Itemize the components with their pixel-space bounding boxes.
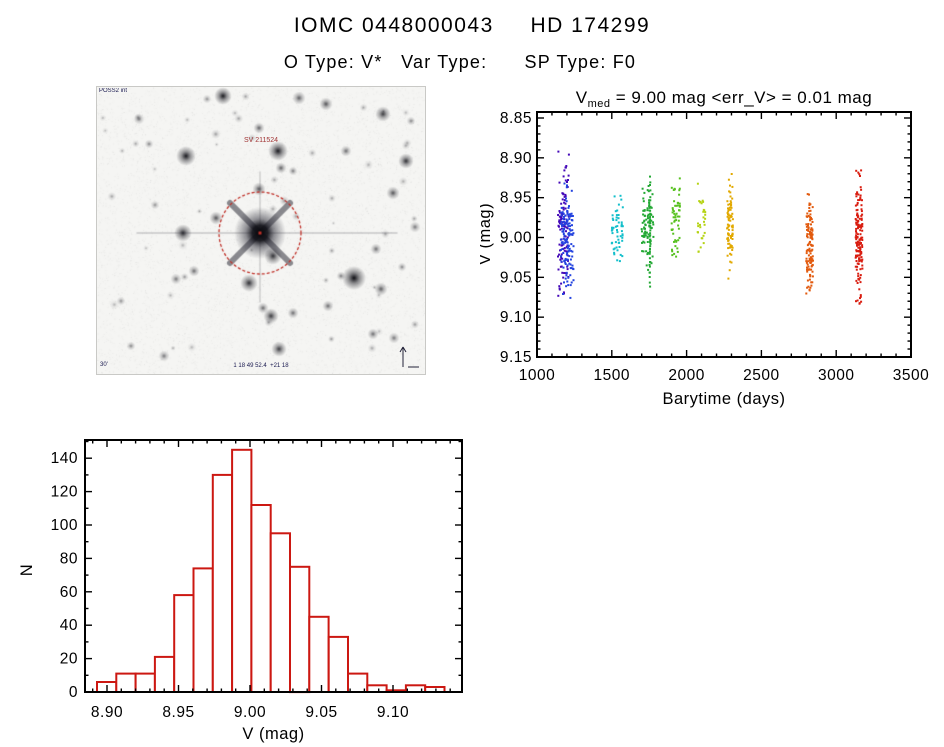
y-tick-label: 100: [51, 517, 78, 534]
series-epoch-7-orange: [805, 193, 814, 295]
series-epoch-5-yellow-green: [696, 182, 707, 253]
y-tick-label: 20: [60, 651, 78, 668]
y-axis-title: N: [20, 564, 36, 576]
histogram-bar: [211, 473, 234, 694]
x-tick-label: 3000: [818, 367, 854, 384]
x-tick-label: 1000: [519, 367, 555, 384]
y-tick-label: 9.15: [500, 349, 532, 366]
histogram-bar: [269, 532, 291, 693]
axis-labels: 8.90 8.95 9.00 9.05 9.10 0 20 40 60 80 100 120 140 V …: [20, 450, 409, 743]
x-tick-label: 9.05: [305, 704, 337, 721]
y-tick-label: 9.05: [500, 269, 532, 286]
histogram-bar: [404, 684, 427, 694]
axis-ticks: [85, 440, 462, 693]
histogram-bar: [134, 672, 156, 694]
histogram-bar: [115, 672, 137, 694]
plot-title: Vmed = 9.00 mag <err_V> = 0.01 mag: [576, 88, 872, 110]
y-tick-label: 120: [51, 484, 78, 501]
histogram-plot: 8.90 8.95 9.00 9.05 9.10 0 20 40 60 80 100 120 140 V …: [20, 439, 463, 743]
x-tick-label: 1500: [594, 367, 630, 384]
y-tick-label: 8.90: [500, 150, 532, 167]
x-tick-label: 8.90: [91, 704, 123, 721]
histogram-bar: [153, 655, 176, 693]
x-tick-label: 2000: [668, 367, 704, 384]
page-title: IOMC 0448000043 HD 174299: [293, 14, 651, 37]
survey-label: POSS2 int: [99, 88, 128, 94]
target-id-label: SV 211524: [243, 137, 279, 144]
finder-chart: POSS2 int SV 211524 1 18 49 52.4 +21 18 …: [96, 86, 426, 375]
axis-ticks: [536, 112, 912, 358]
series-epoch-1-blue: [559, 182, 575, 299]
y-tick-label: 140: [51, 450, 78, 467]
y-tick-label: 0: [69, 684, 78, 701]
data-points: [557, 150, 864, 305]
histogram-bar: [250, 504, 272, 693]
light-curve-plot: 1000 1500 2000 2500 3000 3500 8.85 8.90 8.95 9.00…: [480, 88, 929, 408]
y-tick-label: 9.00: [500, 230, 532, 247]
x-tick-label: 2500: [743, 367, 779, 384]
histogram-bar: [327, 635, 350, 693]
series-epoch-3-green-line: [648, 175, 652, 288]
series-epoch-4-light-green: [670, 177, 681, 258]
x-tick-label: 9.00: [234, 704, 266, 721]
y-tick-label: 40: [60, 617, 78, 634]
plot-frame: [84, 439, 463, 693]
series-epoch-8-red: [854, 169, 864, 305]
y-tick-label: 80: [60, 550, 78, 567]
y-tick-label: 8.95: [500, 190, 532, 207]
histogram-bar: [192, 567, 214, 693]
y-tick-label: 60: [60, 584, 78, 601]
histogram-bar: [289, 565, 311, 694]
x-axis-title: V (mag): [242, 725, 304, 743]
coordinates-label: 1 18 49 52.4 +21 18: [233, 363, 289, 369]
axis-labels: 1000 1500 2000 2500 3000 3500 8.85 8.90 8.95 9.00…: [480, 110, 929, 408]
x-tick-label: 3500: [893, 367, 929, 384]
series-epoch-6-gold: [726, 173, 734, 280]
y-tick-label: 9.10: [500, 309, 532, 326]
y-tick-label: 8.85: [500, 110, 532, 127]
x-tick-label: 9.10: [377, 704, 409, 721]
x-axis-title: Barytime (days): [662, 390, 785, 408]
histogram-bar: [231, 448, 253, 693]
series-epoch-3-green: [640, 185, 655, 271]
y-axis-title: V (mag): [480, 203, 494, 265]
compass-icon: [399, 346, 419, 368]
histogram-bar: [173, 594, 195, 694]
histogram-bar: [366, 684, 388, 694]
starfield-canvas: [97, 87, 425, 374]
series-epoch-2-cyan: [610, 194, 624, 263]
object-type-line: O Type: V* Var Type: SP Type: F0: [283, 52, 637, 72]
histogram-bar: [308, 615, 330, 693]
x-tick-label: 8.95: [162, 704, 194, 721]
scale-label: 30': [100, 362, 108, 368]
histogram-bars: [96, 448, 446, 694]
plot-frame: [536, 111, 912, 358]
